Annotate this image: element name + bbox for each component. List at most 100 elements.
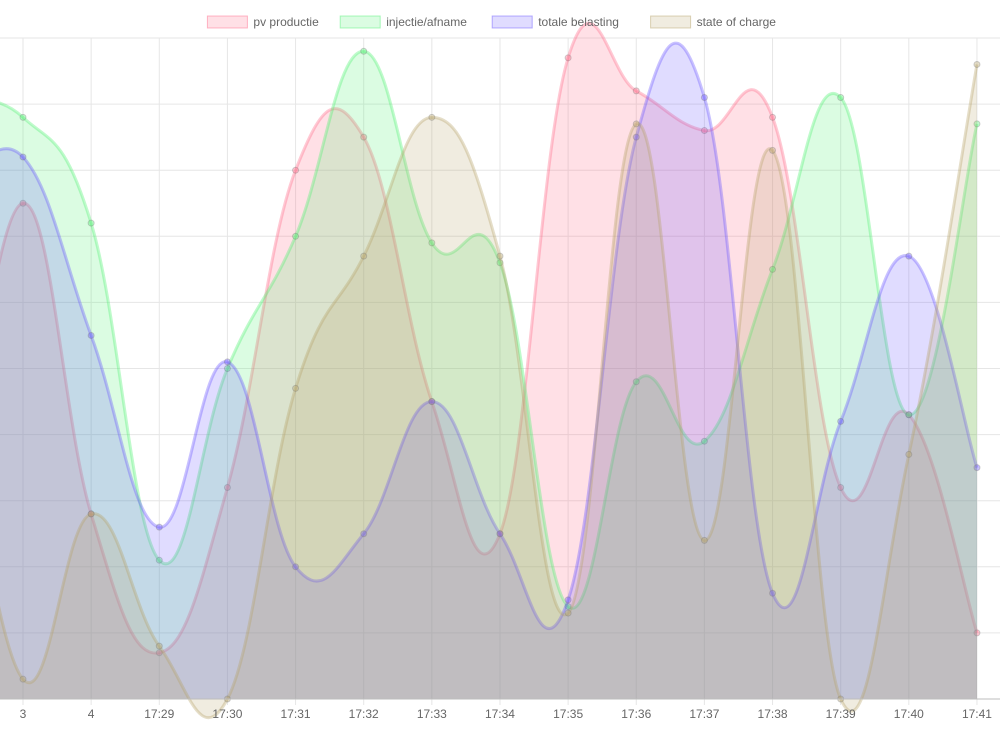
data-point[interactable] <box>360 133 368 141</box>
data-point[interactable] <box>155 523 163 531</box>
data-point[interactable] <box>19 153 27 161</box>
data-point[interactable] <box>905 411 913 419</box>
legend-item[interactable]: state of charge <box>650 15 777 29</box>
data-point[interactable] <box>155 642 163 650</box>
data-point[interactable] <box>292 384 300 392</box>
x-tick-label: 17:35 <box>553 707 583 721</box>
x-tick-label: 4 <box>88 707 95 721</box>
data-point[interactable] <box>700 437 708 445</box>
data-point[interactable] <box>496 252 504 260</box>
data-point[interactable] <box>223 483 231 491</box>
x-tick-label: 3 <box>20 707 27 721</box>
x-tick-label: 17:33 <box>417 707 447 721</box>
data-point[interactable] <box>973 629 981 637</box>
data-point[interactable] <box>769 589 777 597</box>
data-point[interactable] <box>564 54 572 62</box>
series-totale-belasting <box>0 41 981 699</box>
series-area <box>0 23 977 699</box>
data-point[interactable] <box>496 259 504 267</box>
data-point[interactable] <box>87 510 95 518</box>
data-point[interactable] <box>564 609 572 617</box>
legend-label: totale belasting <box>538 15 619 29</box>
data-point[interactable] <box>700 93 708 101</box>
x-tick-label: 17:31 <box>281 707 311 721</box>
x-tick-label: 17:32 <box>349 707 379 721</box>
data-point[interactable] <box>769 113 777 121</box>
data-point[interactable] <box>905 411 913 419</box>
data-point[interactable] <box>292 563 300 571</box>
series-area <box>0 64 977 718</box>
series-line <box>0 41 979 631</box>
data-point[interactable] <box>428 398 436 406</box>
data-point[interactable] <box>19 113 27 121</box>
x-axis: 3 4 17:29 17:30 17:31 17:32 17:33 17:34 17:35 17:… <box>0 698 1000 721</box>
plot-area <box>0 21 981 720</box>
data-point[interactable] <box>769 146 777 154</box>
series-area <box>0 43 977 699</box>
data-point[interactable] <box>19 199 27 207</box>
data-point[interactable] <box>564 602 572 610</box>
data-point[interactable] <box>632 120 640 128</box>
x-tick-label: 17:39 <box>826 707 856 721</box>
legend-swatch <box>339 15 381 29</box>
data-point[interactable] <box>360 530 368 538</box>
data-point[interactable] <box>155 649 163 657</box>
data-point[interactable] <box>837 483 845 491</box>
legend-label: pv productie <box>253 15 319 29</box>
legend-swatch <box>206 15 248 29</box>
data-point[interactable] <box>496 530 504 538</box>
data-point[interactable] <box>223 365 231 372</box>
data-point[interactable] <box>87 331 95 339</box>
legend-label: injectie/afname <box>386 15 467 29</box>
legend-item[interactable]: totale belasting <box>491 15 619 29</box>
data-point[interactable] <box>973 120 981 128</box>
series-line <box>0 49 979 610</box>
x-tick-label: 17:30 <box>212 707 242 721</box>
data-point[interactable] <box>428 113 436 121</box>
series-injectie-afname <box>0 47 981 699</box>
data-point[interactable] <box>632 87 640 95</box>
data-point[interactable] <box>87 219 95 227</box>
data-point[interactable] <box>19 675 27 683</box>
data-point[interactable] <box>564 596 572 604</box>
data-point[interactable] <box>428 239 436 247</box>
data-point[interactable] <box>973 464 981 472</box>
series-area <box>0 51 977 699</box>
series-line <box>0 64 979 720</box>
series-pv-productie <box>0 21 981 699</box>
series-line <box>0 21 979 655</box>
data-point[interactable] <box>905 450 913 458</box>
data-point[interactable] <box>973 60 981 68</box>
x-tick-label: 17:36 <box>621 707 651 721</box>
data-point[interactable] <box>428 398 436 406</box>
data-point[interactable] <box>223 358 231 366</box>
data-point[interactable] <box>292 166 300 174</box>
data-point[interactable] <box>837 417 845 425</box>
data-point[interactable] <box>905 252 913 260</box>
data-point[interactable] <box>155 556 163 564</box>
x-tick-label: 17:40 <box>894 707 924 721</box>
x-tick-label: 17:29 <box>144 707 174 721</box>
data-point[interactable] <box>632 133 640 141</box>
legend-swatch <box>650 15 692 29</box>
data-point[interactable] <box>632 378 640 386</box>
data-point[interactable] <box>700 536 708 544</box>
data-point[interactable] <box>837 93 845 101</box>
data-point[interactable] <box>496 530 504 538</box>
data-point[interactable] <box>87 510 95 518</box>
data-point[interactable] <box>292 232 300 240</box>
legend-swatch <box>491 15 533 29</box>
data-point[interactable] <box>360 252 368 260</box>
data-point[interactable] <box>360 47 368 55</box>
x-tick-label: 17:34 <box>485 707 515 721</box>
x-tick-label: 17:38 <box>758 707 788 721</box>
x-tick-label: 17:37 <box>689 707 719 721</box>
x-tick-label: 17:41 <box>962 707 992 721</box>
data-point[interactable] <box>769 265 777 273</box>
legend-item[interactable]: pv productie <box>206 15 319 29</box>
legend-label: state of charge <box>697 15 777 29</box>
legend-item[interactable]: injectie/afname <box>339 15 467 29</box>
legend[interactable]: pv productie injectie/afname totale belast… <box>206 15 777 29</box>
data-point[interactable] <box>700 127 708 135</box>
